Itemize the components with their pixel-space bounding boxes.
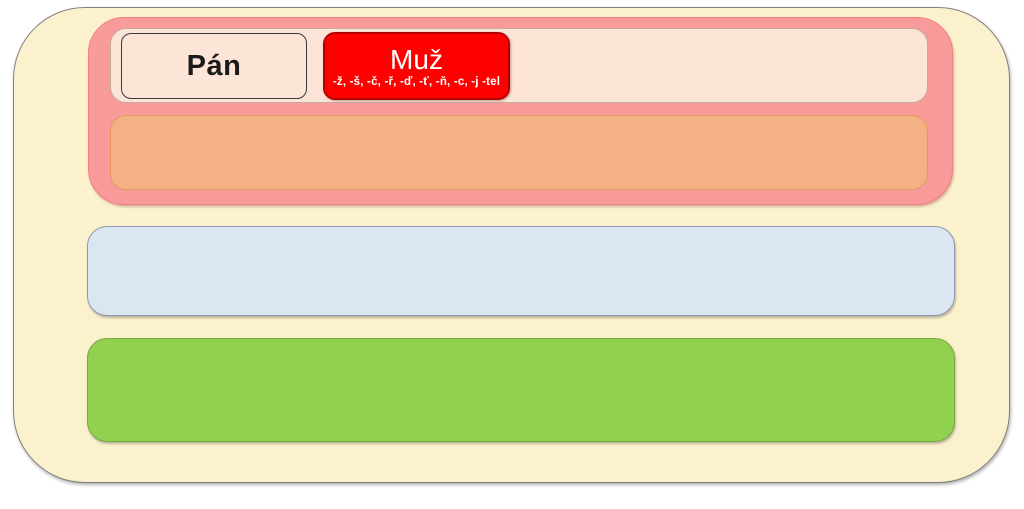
muz-box: Muž -ž, -š, -č, -ř, -ď, -ť, -ň, -c, -j -… [323,32,510,100]
blue-row [87,226,955,316]
masculine-group: Pán Muž -ž, -š, -č, -ř, -ď, -ť, -ň, -c, … [88,17,953,205]
muz-label: Muž [390,43,443,75]
pan-label: Pán [186,49,242,82]
green-row [87,338,955,442]
orange-row [110,115,928,190]
pattern-header-row: Pán Muž -ž, -š, -č, -ř, -ď, -ť, -ň, -c, … [110,28,928,103]
outer-container: Pán Muž -ž, -š, -č, -ř, -ď, -ť, -ň, -c, … [13,7,1010,483]
muz-suffixes-label: -ž, -š, -č, -ř, -ď, -ť, -ň, -c, -j -tel [332,75,501,88]
pan-box: Pán [121,33,307,99]
